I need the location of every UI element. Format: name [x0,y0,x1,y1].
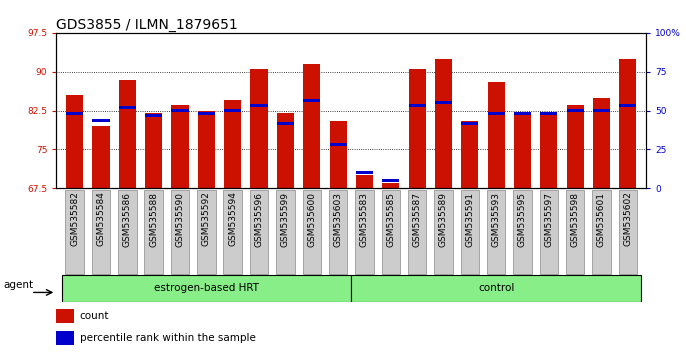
Text: estrogen-based HRT: estrogen-based HRT [154,283,259,293]
Bar [461,122,478,125]
Text: GSM535598: GSM535598 [571,192,580,246]
Text: GSM535587: GSM535587 [412,192,422,246]
FancyBboxPatch shape [303,190,321,274]
Bar [593,109,610,112]
Text: GSM535591: GSM535591 [465,192,474,246]
FancyBboxPatch shape [276,190,294,274]
FancyBboxPatch shape [145,190,163,274]
Bar [119,80,136,188]
Text: GSM535589: GSM535589 [439,192,448,246]
Text: GSM535585: GSM535585 [386,192,395,246]
FancyBboxPatch shape [65,190,84,274]
Text: count: count [80,311,109,321]
FancyBboxPatch shape [381,190,400,274]
Text: percentile rank within the sample: percentile rank within the sample [80,333,256,343]
FancyBboxPatch shape [355,190,374,274]
Text: control: control [478,283,514,293]
FancyBboxPatch shape [197,190,215,274]
Bar [250,104,268,107]
Bar [351,275,641,302]
FancyBboxPatch shape [540,190,558,274]
Text: GSM535586: GSM535586 [123,192,132,246]
Bar [66,95,83,188]
Text: GSM535602: GSM535602 [624,192,632,246]
Bar [593,98,610,188]
Bar [172,109,189,112]
Bar [224,100,241,188]
Bar [488,112,505,114]
Text: GSM535603: GSM535603 [333,192,342,246]
Bar [356,171,373,174]
Bar [277,122,294,125]
Bar [62,275,351,302]
Bar [119,107,136,109]
FancyBboxPatch shape [592,190,611,274]
Bar [145,113,163,188]
Bar [93,119,110,122]
Bar [382,179,399,182]
Text: GSM535593: GSM535593 [492,192,501,246]
Text: GSM535588: GSM535588 [149,192,158,246]
Bar [303,64,320,188]
Bar [224,109,241,112]
Bar [56,331,74,345]
Bar [619,59,637,188]
Text: GSM535594: GSM535594 [228,192,237,246]
Bar [172,105,189,188]
FancyBboxPatch shape [619,190,637,274]
FancyBboxPatch shape [513,190,532,274]
FancyBboxPatch shape [329,190,347,274]
Bar [56,309,74,323]
Bar [435,101,452,104]
Text: GDS3855 / ILMN_1879651: GDS3855 / ILMN_1879651 [56,18,238,32]
Text: agent: agent [3,280,34,290]
FancyBboxPatch shape [487,190,506,274]
Text: GSM535601: GSM535601 [597,192,606,246]
Bar [198,110,215,188]
FancyBboxPatch shape [92,190,110,274]
FancyBboxPatch shape [224,190,242,274]
Bar [567,109,584,112]
Bar [198,112,215,114]
Bar [409,104,425,107]
Text: GSM535597: GSM535597 [544,192,554,246]
Bar [329,143,346,145]
Bar [488,82,505,188]
Bar [250,69,268,188]
FancyBboxPatch shape [250,190,268,274]
FancyBboxPatch shape [171,190,189,274]
Bar [461,121,478,188]
FancyBboxPatch shape [566,190,584,274]
Bar [303,99,320,102]
Text: GSM535592: GSM535592 [202,192,211,246]
Text: GSM535600: GSM535600 [307,192,316,246]
FancyBboxPatch shape [118,190,137,274]
Bar [329,121,346,188]
Text: GSM535584: GSM535584 [97,192,106,246]
Bar [409,69,425,188]
Bar [567,105,584,188]
FancyBboxPatch shape [408,190,426,274]
Bar [514,112,531,114]
Text: GSM535590: GSM535590 [176,192,185,246]
Bar [66,112,83,114]
Bar [93,126,110,188]
Bar [356,175,373,188]
Bar [619,104,637,107]
Text: GSM535599: GSM535599 [281,192,290,246]
Bar [540,112,557,114]
Bar [514,113,531,188]
Bar [435,59,452,188]
Text: GSM535582: GSM535582 [70,192,79,246]
Bar [540,113,557,188]
Bar [145,114,163,117]
Text: GSM535595: GSM535595 [518,192,527,246]
FancyBboxPatch shape [460,190,479,274]
FancyBboxPatch shape [434,190,453,274]
Bar [277,113,294,188]
Text: GSM535596: GSM535596 [255,192,263,246]
Text: GSM535583: GSM535583 [360,192,369,246]
Bar [382,183,399,188]
